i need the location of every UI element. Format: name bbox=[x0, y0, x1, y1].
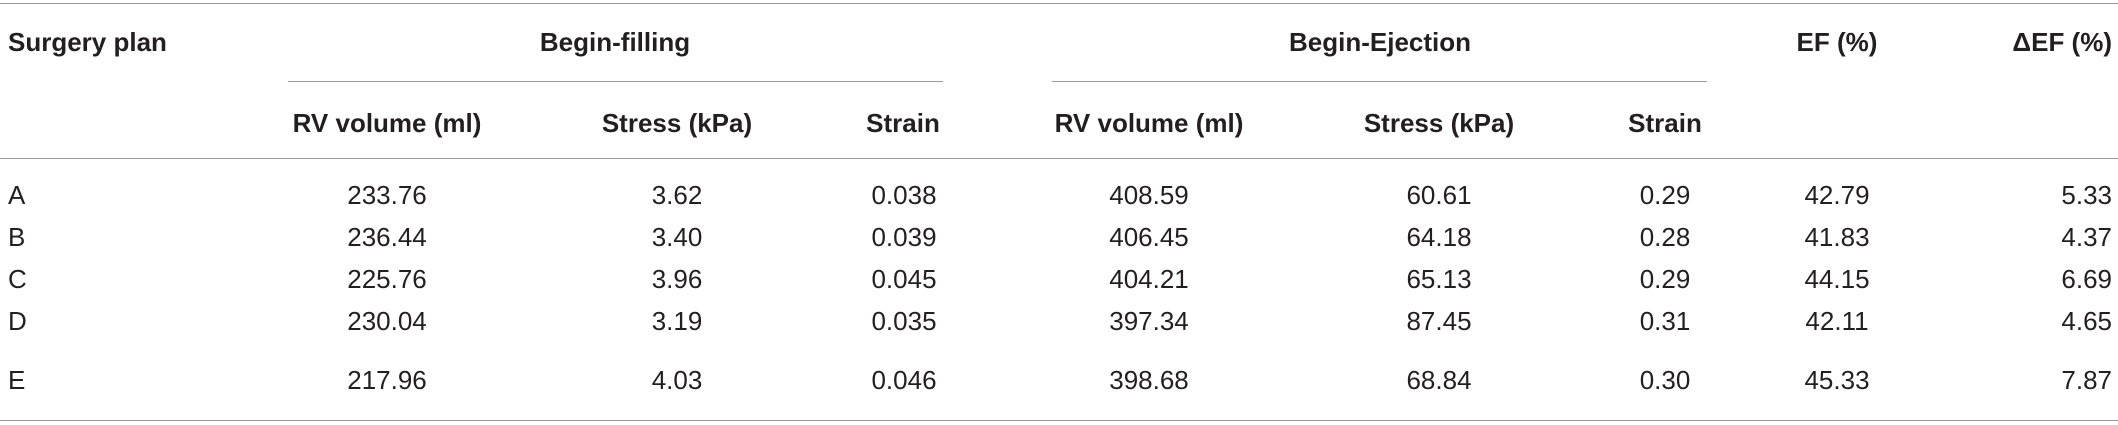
row-b-ef: 41.83 bbox=[1804, 222, 1870, 252]
row-b-be-strain: 0.28 bbox=[1639, 222, 1691, 252]
top-rule bbox=[0, 3, 2118, 4]
row-e-ef: 45.33 bbox=[1804, 365, 1870, 395]
row-a-be-strain: 0.29 bbox=[1639, 180, 1691, 210]
subheader-bf-rv-volume: RV volume (ml) bbox=[292, 108, 482, 138]
row-e-be-strain: 0.30 bbox=[1639, 365, 1691, 395]
header-begin-ejection: Begin-Ejection bbox=[1288, 27, 1472, 57]
header-surgery-plan: Surgery plan bbox=[8, 27, 167, 57]
row-a-delta-ef: 5.33 bbox=[2061, 180, 2112, 210]
subheader-be-stress: Stress (kPa) bbox=[1363, 108, 1515, 138]
row-d-be-rv: 397.34 bbox=[1109, 306, 1189, 336]
row-c-be-strain: 0.29 bbox=[1639, 264, 1691, 294]
header-ef: EF (%) bbox=[1796, 27, 1878, 57]
row-b-delta-ef: 4.37 bbox=[2061, 222, 2112, 252]
row-a-plan: A bbox=[8, 180, 26, 210]
row-c-be-rv: 404.21 bbox=[1109, 264, 1189, 294]
bottom-rule bbox=[0, 420, 2118, 421]
row-a-be-rv: 408.59 bbox=[1109, 180, 1189, 210]
row-e-delta-ef: 7.87 bbox=[2061, 365, 2112, 395]
row-b-bf-rv: 236.44 bbox=[347, 222, 427, 252]
subheader-bf-strain: Strain bbox=[866, 108, 940, 138]
row-b-bf-stress: 3.40 bbox=[651, 222, 703, 252]
subheader-be-rv-volume: RV volume (ml) bbox=[1054, 108, 1244, 138]
header-bottom-rule bbox=[0, 158, 2118, 159]
row-d-be-strain: 0.31 bbox=[1639, 306, 1691, 336]
row-e-be-rv: 398.68 bbox=[1109, 365, 1189, 395]
row-b-plan: B bbox=[8, 222, 26, 252]
row-e-plan: E bbox=[8, 365, 26, 395]
row-e-be-stress: 68.84 bbox=[1406, 365, 1472, 395]
row-c-bf-rv: 225.76 bbox=[347, 264, 427, 294]
row-b-be-rv: 406.45 bbox=[1109, 222, 1189, 252]
header-begin-filling: Begin-filling bbox=[539, 27, 691, 57]
row-b-bf-strain: 0.039 bbox=[871, 222, 937, 252]
subheader-be-strain: Strain bbox=[1628, 108, 1702, 138]
row-e-bf-rv: 217.96 bbox=[347, 365, 427, 395]
row-a-be-stress: 60.61 bbox=[1406, 180, 1472, 210]
row-d-bf-rv: 230.04 bbox=[347, 306, 427, 336]
row-c-bf-stress: 3.96 bbox=[651, 264, 703, 294]
row-c-be-stress: 65.13 bbox=[1406, 264, 1472, 294]
begin-filling-group-rule bbox=[288, 81, 943, 82]
row-e-bf-strain: 0.046 bbox=[871, 365, 937, 395]
row-d-plan: D bbox=[8, 306, 27, 336]
row-d-ef: 42.11 bbox=[1805, 306, 1869, 336]
row-d-bf-stress: 3.19 bbox=[651, 306, 703, 336]
row-a-bf-stress: 3.62 bbox=[651, 180, 703, 210]
row-a-ef: 42.79 bbox=[1804, 180, 1870, 210]
row-c-plan: C bbox=[8, 264, 27, 294]
row-c-bf-strain: 0.045 bbox=[871, 264, 937, 294]
begin-ejection-group-rule bbox=[1052, 81, 1707, 82]
row-c-delta-ef: 6.69 bbox=[2061, 264, 2112, 294]
row-c-ef: 44.15 bbox=[1804, 264, 1870, 294]
row-d-bf-strain: 0.035 bbox=[871, 306, 937, 336]
row-d-be-stress: 87.45 bbox=[1406, 306, 1472, 336]
header-delta-ef: ΔEF (%) bbox=[2012, 27, 2112, 57]
row-a-bf-strain: 0.038 bbox=[871, 180, 937, 210]
row-a-bf-rv: 233.76 bbox=[347, 180, 427, 210]
row-d-delta-ef: 4.65 bbox=[2061, 306, 2112, 336]
subheader-bf-stress: Stress (kPa) bbox=[601, 108, 753, 138]
row-e-bf-stress: 4.03 bbox=[651, 365, 703, 395]
row-b-be-stress: 64.18 bbox=[1406, 222, 1472, 252]
